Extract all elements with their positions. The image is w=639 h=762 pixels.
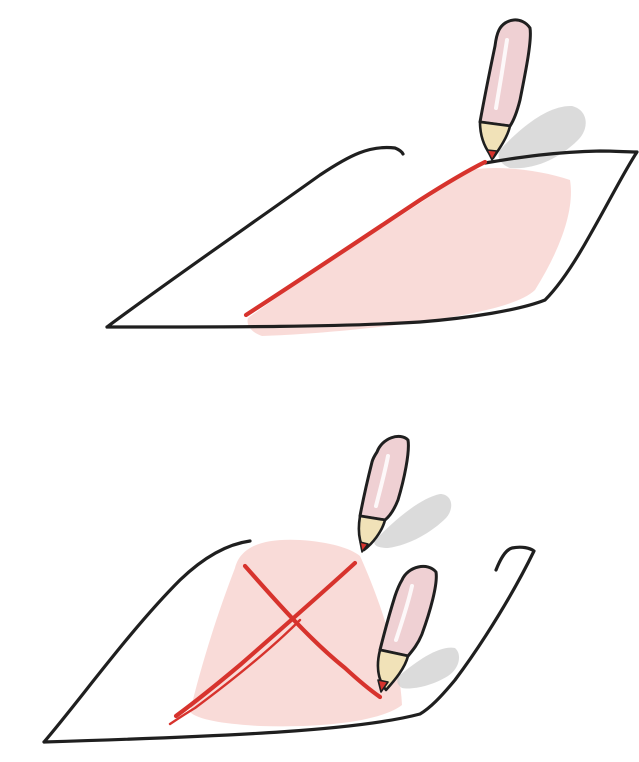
pencil-body-top: [478, 18, 532, 128]
paper-sheet-bottom: [42, 539, 536, 744]
red-cross-line-1: [242, 563, 383, 700]
pencil-icon: [376, 564, 438, 693]
pencil-shadow-top: [498, 105, 586, 169]
pencil-shadow-bottom-1: [374, 494, 452, 548]
red-line-top: [243, 159, 488, 318]
pencil-shine-bottom-2: [394, 584, 414, 642]
pencil-tip-bottom-1: [359, 541, 369, 553]
pink-wash-top: [247, 168, 571, 336]
pencil-tip-top: [486, 149, 498, 161]
pink-wash-bottom: [190, 539, 402, 727]
panel-top: [105, 18, 639, 336]
pencil-wood-bottom-2: [376, 648, 410, 692]
pencil-body-bottom-2: [378, 564, 438, 658]
pencil-tip-bottom-2: [377, 679, 389, 693]
red-cross-line-2: [173, 560, 358, 719]
paper-sheet-top: [105, 145, 639, 329]
panel-bottom: [42, 435, 536, 744]
red-cross-line-3: [168, 618, 302, 726]
pencil-shine-bottom-1: [374, 454, 390, 508]
pencil-icon: [478, 18, 532, 161]
pencil-icon: [357, 435, 410, 553]
pencil-shadow-bottom-2: [397, 647, 460, 689]
pencil-shine-top: [494, 38, 509, 110]
